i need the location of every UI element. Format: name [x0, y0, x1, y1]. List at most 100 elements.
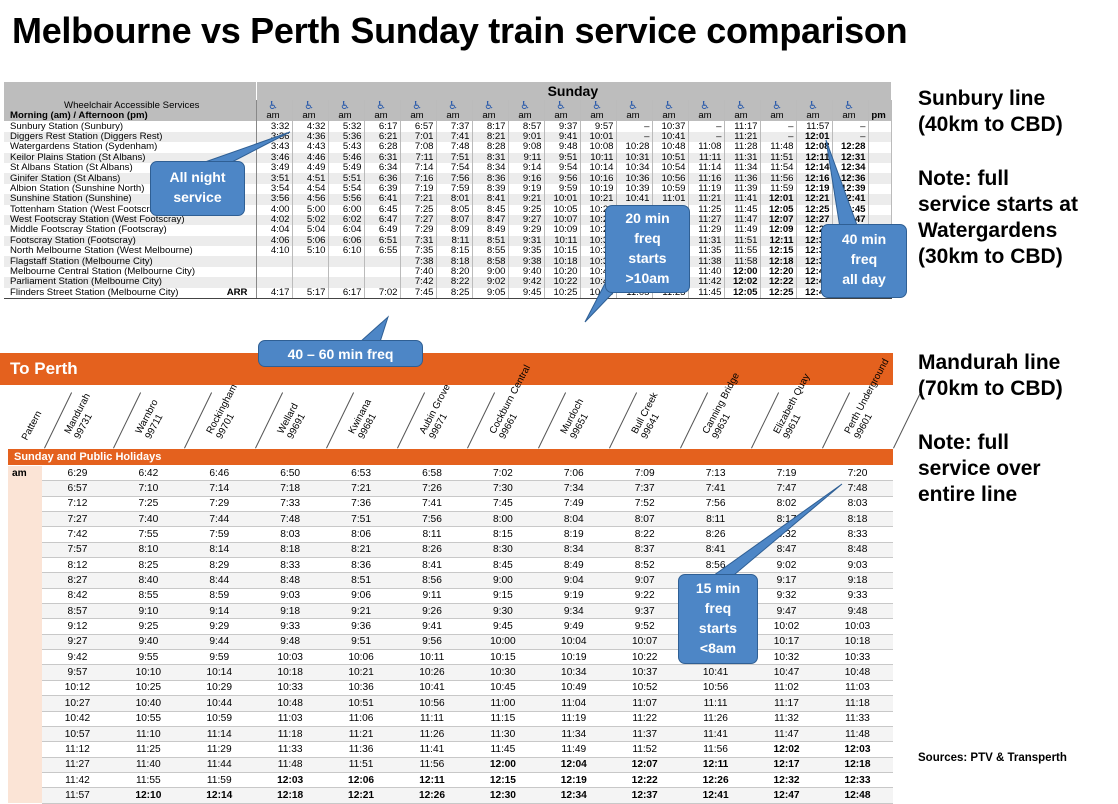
time-cell: 9:11	[396, 588, 468, 605]
time-cell: 11:11	[688, 152, 725, 163]
time-cell: 5:36	[328, 131, 365, 143]
station-row: Ginifer Station (St Albans) 3:51 4:51 5:51 6…	[4, 173, 892, 184]
station-name: Sunbury Station (Sunbury)	[4, 121, 257, 132]
wheelchair-row-label: Wheelchair Accessible Services	[4, 100, 257, 111]
time-cell: 8:59	[183, 588, 255, 605]
time-cell	[364, 277, 401, 288]
time-cell: 9:37	[609, 603, 681, 620]
wheelchair-icon: ♿	[652, 100, 689, 111]
time-cell: –	[832, 121, 869, 132]
time-cell: 9:44	[183, 634, 255, 651]
time-cell: 4:00	[256, 204, 293, 215]
time-cell: 6:00	[328, 204, 365, 215]
time-cell: 8:21	[472, 131, 509, 143]
time-cell: 3:56	[256, 194, 293, 205]
pattern-cell: am	[8, 466, 42, 481]
time-cell: 4:32	[292, 121, 329, 132]
time-cell: 10:44	[183, 695, 255, 712]
time-cell: 9:22	[609, 588, 681, 605]
time-cell: 9:33	[254, 618, 326, 635]
station-name: St Albans Station (St Albans)	[4, 162, 257, 174]
time-cell: 7:19	[751, 466, 822, 482]
time-cell: 11:32	[751, 711, 822, 727]
time-cell: 12:17	[751, 757, 822, 773]
time-cell	[328, 266, 365, 278]
station-label: North Melbourne Station (West Melbourne)	[10, 246, 193, 257]
time-cell: 8:31	[472, 152, 509, 163]
time-cell: 10:41	[396, 680, 468, 697]
time-cell: 7:29	[400, 225, 437, 236]
station-name: Ginifer Station (St Albans)	[4, 173, 257, 184]
time-cell: 11:12	[42, 741, 113, 758]
time-cell: 12:00	[467, 757, 539, 773]
time-cell: 5:06	[292, 235, 329, 247]
time-cell: 12:00	[724, 266, 761, 278]
pattern-cell	[8, 757, 42, 773]
time-cell: 7:41	[680, 480, 752, 497]
station-name: Flagstaff Station (Melbourne City)	[4, 256, 257, 267]
pattern-cell	[8, 588, 42, 604]
time-cell: 8:41	[472, 194, 509, 205]
time-cell: 12:39	[832, 183, 869, 195]
time-cell: 7:16	[400, 173, 437, 184]
time-cell: 8:19	[538, 526, 610, 543]
time-cell: –	[832, 131, 869, 143]
pattern-cell	[8, 726, 42, 742]
time-cell: 7:12	[42, 496, 113, 513]
time-cell: 10:37	[652, 121, 689, 132]
time-cell: 10:01	[544, 194, 581, 205]
time-cell: 6:10	[328, 246, 365, 257]
time-cell: 11:03	[254, 711, 326, 727]
mandurah-service-note: Note: full service over entire line	[918, 430, 1041, 508]
time-cell	[868, 131, 892, 143]
station-label: West Footscray Station (West Footscray)	[10, 214, 185, 226]
time-cell: 9:41	[396, 618, 468, 635]
time-cell: 3:36	[256, 131, 293, 143]
time-cell	[868, 214, 892, 226]
callout-40-60-freq: 40 – 60 min freq	[258, 340, 423, 367]
time-cell: 3:32	[256, 121, 293, 132]
time-cell: 7:25	[400, 204, 437, 215]
ampm-cell: am	[688, 111, 725, 122]
time-cell: 9:27	[508, 214, 545, 226]
header-divider	[821, 392, 850, 449]
time-cell: 9:18	[821, 572, 893, 589]
time-cell: 9:45	[508, 287, 545, 300]
station-row: Diggers Rest Station (Diggers Rest) 3:36 4…	[4, 131, 892, 143]
time-cell: 11:36	[724, 173, 761, 184]
time-cell: 10:18	[821, 634, 893, 651]
arr-label: ARR	[226, 287, 248, 298]
stop-header: Warnbro 99711	[133, 398, 170, 441]
wheelchair-blank	[868, 100, 892, 111]
station-name: Tottenham Station (West Footscray)	[4, 204, 257, 215]
time-cell: 5:43	[328, 142, 365, 153]
time-cell: 10:07	[544, 214, 581, 226]
time-cell: 8:25	[112, 557, 184, 574]
time-cell: 10:49	[538, 680, 610, 697]
time-cell: 10:21	[580, 194, 617, 205]
time-cell: 9:57	[42, 664, 113, 681]
station-row: Flinders Street Station (Melbourne City)…	[4, 287, 892, 300]
time-cell: 7:11	[400, 152, 437, 163]
time-cell: 8:01	[436, 194, 473, 205]
time-cell: 7:42	[400, 277, 437, 288]
time-cell: –	[616, 121, 653, 132]
time-cell: 10:22	[544, 277, 581, 288]
time-cell: 12:14	[796, 162, 833, 174]
perth-row: 6:57 7:10 7:14 7:18 7:21 7:26 7:30 7:34 7:37 7:41…	[8, 480, 893, 497]
time-cell: 10:34	[538, 664, 610, 681]
time-cell: 11:21	[724, 131, 761, 143]
perth-row: 8:278:408:448:488:518:569:009:049:079:11…	[8, 572, 893, 589]
time-cell: 9:31	[508, 235, 545, 247]
time-cell: 9:34	[538, 603, 610, 620]
ampm-cell: am	[364, 111, 401, 122]
time-cell: 6:57	[42, 480, 113, 497]
time-cell: 5:49	[328, 162, 365, 174]
time-cell: 10:11	[544, 235, 581, 247]
time-cell: 11:26	[680, 711, 752, 727]
time-cell: 11:25	[112, 741, 184, 758]
section-label: Sunday and Public Holidays	[14, 451, 162, 463]
time-cell: 11:58	[724, 256, 761, 267]
station-name: Melbourne Central Station (Melbourne Cit…	[4, 266, 257, 278]
station-row: Sunbury Station (Sunbury) 3:32 4:32 5:32 6:1…	[4, 121, 892, 132]
